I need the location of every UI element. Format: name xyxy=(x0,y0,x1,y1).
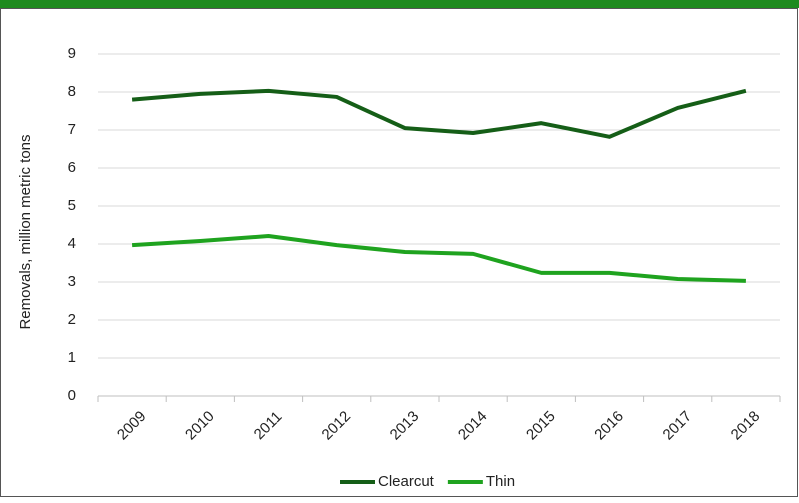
y-tick-label: 6 xyxy=(68,159,76,176)
y-tick-label: 0 xyxy=(68,387,76,404)
x-tick-label: 2018 xyxy=(728,408,764,444)
top-bar xyxy=(0,0,799,8)
x-tick-label: 2016 xyxy=(591,408,627,444)
y-tick-label: 4 xyxy=(68,235,76,252)
x-tick-label: 2011 xyxy=(251,408,286,443)
y-tick-label: 5 xyxy=(68,197,76,214)
series-line xyxy=(131,234,746,283)
x-tick-label: 2013 xyxy=(387,408,423,444)
y-tick-label: 2 xyxy=(68,311,76,328)
legend-label: Clearcut xyxy=(378,473,435,490)
x-tick-label: 2017 xyxy=(660,408,696,444)
x-tick-label: 2009 xyxy=(114,408,150,444)
x-tick-label: 2010 xyxy=(182,408,218,444)
y-axis-label: Removals, million metric tons xyxy=(17,134,34,329)
x-tick-label: 2015 xyxy=(523,408,559,444)
x-tick-label: 2012 xyxy=(319,408,355,444)
y-tick-label: 9 xyxy=(68,45,76,62)
y-tick-label: 8 xyxy=(68,83,76,100)
y-tick-label: 1 xyxy=(68,349,76,366)
series-line xyxy=(131,88,747,139)
y-tick-label: 3 xyxy=(68,273,76,290)
y-tick-label: 7 xyxy=(68,121,76,138)
legend-label: Thin xyxy=(486,473,515,490)
x-tick-label: 2014 xyxy=(455,408,491,444)
frame xyxy=(0,8,798,497)
